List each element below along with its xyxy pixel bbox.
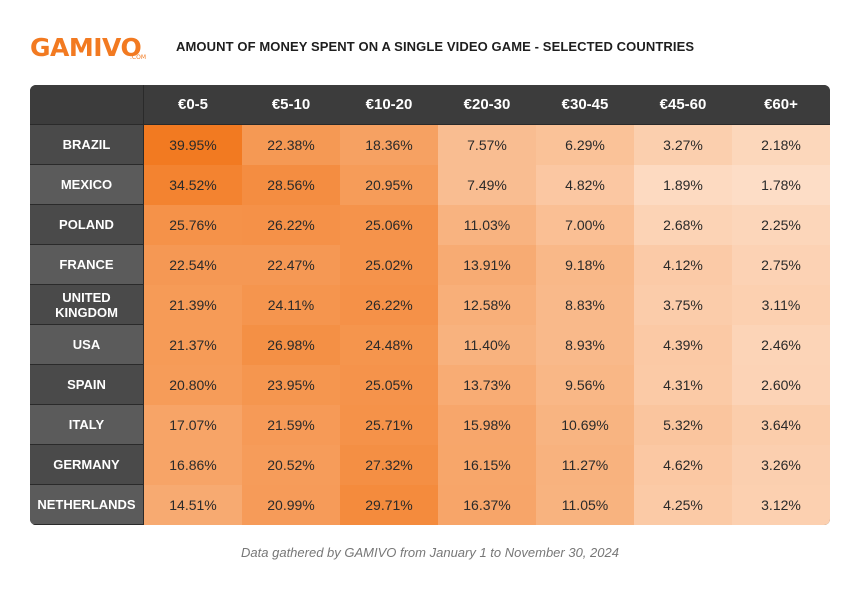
heatmap-cell: 20.52%: [242, 445, 340, 485]
heatmap-cell: 11.27%: [536, 445, 634, 485]
heatmap-cell: 4.62%: [634, 445, 732, 485]
header-corner: [30, 85, 144, 125]
chart-title: AMOUNT OF MONEY SPENT ON A SINGLE VIDEO …: [176, 39, 695, 54]
heatmap-cell: 4.31%: [634, 365, 732, 405]
heatmap-cell: 25.71%: [340, 405, 438, 445]
row-label: BRAZIL: [30, 125, 144, 165]
heatmap-cell: 9.18%: [536, 245, 634, 285]
row-label: SPAIN: [30, 365, 144, 405]
heatmap-cell: 26.98%: [242, 325, 340, 365]
heatmap-cell: 22.54%: [144, 245, 242, 285]
heatmap-cell: 2.75%: [732, 245, 830, 285]
heatmap-cell: 25.02%: [340, 245, 438, 285]
heatmap-cell: 14.51%: [144, 485, 242, 525]
row-label: UNITED KINGDOM: [30, 285, 144, 325]
column-header: €5-10: [242, 85, 340, 125]
heatmap-cell: 16.15%: [438, 445, 536, 485]
heatmap-cell: 4.12%: [634, 245, 732, 285]
heatmap-cell: 10.69%: [536, 405, 634, 445]
heatmap-cell: 3.64%: [732, 405, 830, 445]
heatmap-cell: 20.95%: [340, 165, 438, 205]
row-label: POLAND: [30, 205, 144, 245]
heatmap-cell: 11.40%: [438, 325, 536, 365]
row-label: FRANCE: [30, 245, 144, 285]
heatmap-cell: 34.52%: [144, 165, 242, 205]
heatmap-cell: 8.83%: [536, 285, 634, 325]
data-source-caption: Data gathered by GAMIVO from January 1 t…: [241, 545, 619, 560]
heatmap-cell: 21.59%: [242, 405, 340, 445]
heatmap-cell: 12.58%: [438, 285, 536, 325]
column-header: €45-60: [634, 85, 732, 125]
heatmap-cell: 24.48%: [340, 325, 438, 365]
heatmap-table: €0-5 €5-10 €10-20 €20-30 €30-45 €45-60 €60+ BRA…: [30, 85, 830, 525]
heatmap-cell: 3.11%: [732, 285, 830, 325]
heatmap-cell: 7.00%: [536, 205, 634, 245]
heatmap-cell: 16.86%: [144, 445, 242, 485]
heatmap-cell: 28.56%: [242, 165, 340, 205]
heatmap-cell: 5.32%: [634, 405, 732, 445]
column-header: €10-20: [340, 85, 438, 125]
heatmap-cell: 29.71%: [340, 485, 438, 525]
heatmap-cell: 15.98%: [438, 405, 536, 445]
row-label: USA: [30, 325, 144, 365]
heatmap-cell: 3.12%: [732, 485, 830, 525]
heatmap-cell: 1.89%: [634, 165, 732, 205]
heatmap-cell: 13.91%: [438, 245, 536, 285]
row-label: GERMANY: [30, 445, 144, 485]
heatmap-cell: 8.93%: [536, 325, 634, 365]
heatmap-cell: 7.57%: [438, 125, 536, 165]
heatmap-cell: 20.99%: [242, 485, 340, 525]
row-label: ITALY: [30, 405, 144, 445]
heatmap-cell: 4.82%: [536, 165, 634, 205]
heatmap-cell: 25.05%: [340, 365, 438, 405]
heatmap-cell: 3.75%: [634, 285, 732, 325]
gamivo-logo: GAMIVO .COM: [30, 30, 148, 66]
heatmap-cell: 22.38%: [242, 125, 340, 165]
heatmap-cell: 25.76%: [144, 205, 242, 245]
heatmap-cell: 4.39%: [634, 325, 732, 365]
heatmap-cell: 4.25%: [634, 485, 732, 525]
row-label: MEXICO: [30, 165, 144, 205]
heatmap-cell: 2.25%: [732, 205, 830, 245]
logo-suffix: .COM: [130, 54, 146, 61]
column-header: €60+: [732, 85, 830, 125]
heatmap-cell: 20.80%: [144, 365, 242, 405]
heatmap-cell: 25.06%: [340, 205, 438, 245]
heatmap-cell: 2.68%: [634, 205, 732, 245]
column-header: €30-45: [536, 85, 634, 125]
heatmap-cell: 1.78%: [732, 165, 830, 205]
heatmap-cell: 23.95%: [242, 365, 340, 405]
heatmap-cell: 17.07%: [144, 405, 242, 445]
logo-wordmark: GAMIVO: [30, 33, 142, 62]
heatmap-cell: 11.05%: [536, 485, 634, 525]
heatmap-cell: 22.47%: [242, 245, 340, 285]
heatmap-cell: 39.95%: [144, 125, 242, 165]
heatmap-cell: 2.18%: [732, 125, 830, 165]
heatmap-cell: 18.36%: [340, 125, 438, 165]
heatmap-cell: 2.46%: [732, 325, 830, 365]
heatmap-cell: 6.29%: [536, 125, 634, 165]
heatmap-cell: 26.22%: [242, 205, 340, 245]
heatmap-cell: 21.39%: [144, 285, 242, 325]
heatmap-cell: 13.73%: [438, 365, 536, 405]
heatmap-cell: 3.27%: [634, 125, 732, 165]
heatmap-cell: 24.11%: [242, 285, 340, 325]
column-header: €0-5: [144, 85, 242, 125]
heatmap-cell: 9.56%: [536, 365, 634, 405]
column-header: €20-30: [438, 85, 536, 125]
heatmap-cell: 7.49%: [438, 165, 536, 205]
heatmap-cell: 21.37%: [144, 325, 242, 365]
heatmap-cell: 3.26%: [732, 445, 830, 485]
heatmap-cell: 11.03%: [438, 205, 536, 245]
row-label: NETHERLANDS: [30, 485, 144, 525]
heatmap-cell: 2.60%: [732, 365, 830, 405]
heatmap-cell: 27.32%: [340, 445, 438, 485]
heatmap-cell: 26.22%: [340, 285, 438, 325]
heatmap-cell: 16.37%: [438, 485, 536, 525]
